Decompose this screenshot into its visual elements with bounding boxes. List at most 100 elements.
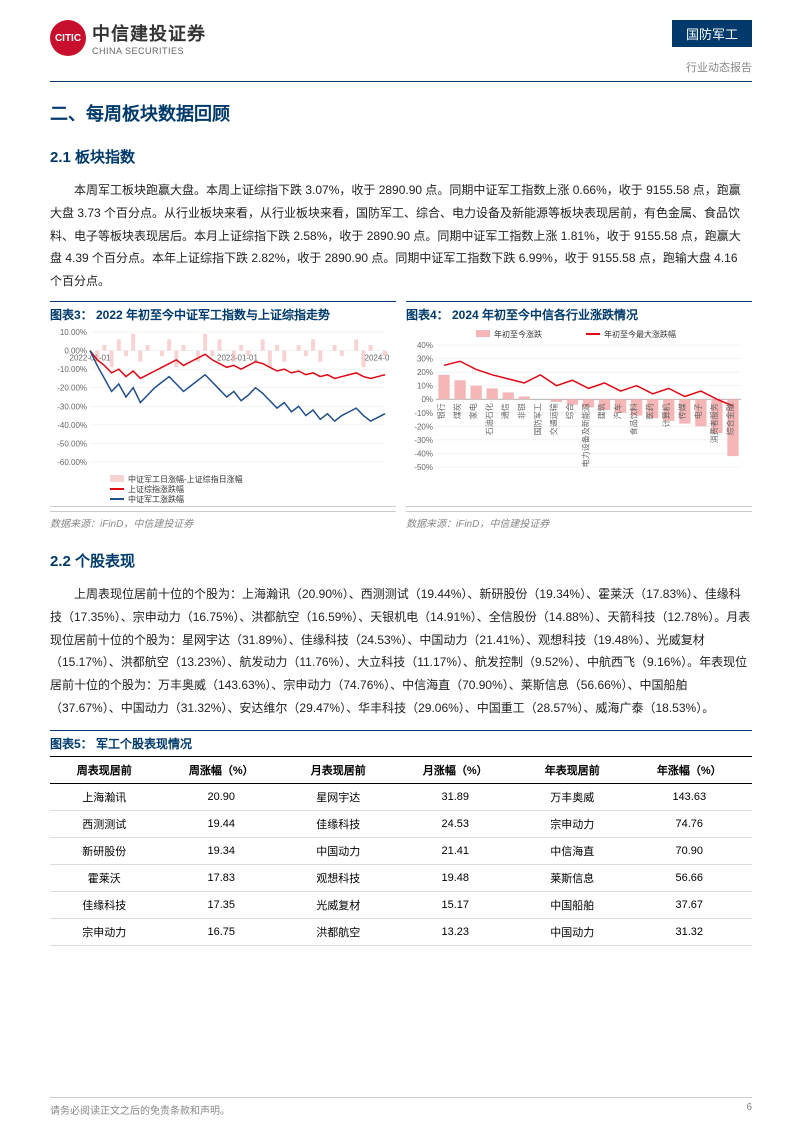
table5-td: 20.90 bbox=[159, 783, 284, 810]
table5-td: 24.53 bbox=[393, 810, 518, 837]
svg-text:石油石化: 石油石化 bbox=[484, 403, 494, 435]
svg-text:10.00%: 10.00% bbox=[60, 328, 87, 337]
table5-td: 13.23 bbox=[393, 918, 518, 945]
svg-text:食品饮料: 食品饮料 bbox=[629, 403, 639, 435]
table5-td: 31.89 bbox=[393, 783, 518, 810]
chart3-box: 10.00%0.00%-10.00%-20.00%-30.00%-40.00%-… bbox=[50, 327, 396, 507]
chart3-col: 图表3： 2022 年初至今中证军工指数与上证综指走势 10.00%0.00%-… bbox=[50, 301, 396, 530]
svg-text:年初至今最大涨跌幅: 年初至今最大涨跌幅 bbox=[604, 329, 676, 339]
table5-td: 中信海直 bbox=[518, 837, 627, 864]
table-row: 上海瀚讯20.90星网宇达31.89万丰奥威143.63 bbox=[50, 783, 752, 810]
svg-text:-40%: -40% bbox=[414, 449, 433, 458]
svg-text:-20.00%: -20.00% bbox=[57, 384, 87, 393]
chart4-title: 图表4： 2024 年初至今中信各行业涨跌情况 bbox=[406, 301, 752, 323]
table5-td: 中国船舶 bbox=[518, 891, 627, 918]
subsection-2-2-title: 2.2 个股表现 bbox=[50, 550, 752, 571]
content: 二、每周板块数据回顾 2.1 板块指数 本周军工板块跑赢大盘。本周上证综指下跌 … bbox=[0, 82, 802, 946]
table5-td: 星网宇达 bbox=[284, 783, 393, 810]
table5-td: 17.83 bbox=[159, 864, 284, 891]
table5-td: 宗申动力 bbox=[50, 918, 159, 945]
table5-td: 上海瀚讯 bbox=[50, 783, 159, 810]
table5-td: 莱斯信息 bbox=[518, 864, 627, 891]
svg-text:综合: 综合 bbox=[564, 403, 574, 419]
svg-text:-50.00%: -50.00% bbox=[57, 439, 87, 448]
svg-text:-10%: -10% bbox=[414, 409, 433, 418]
table-row: 宗申动力16.75洪都航空13.23中国动力31.32 bbox=[50, 918, 752, 945]
table-row: 新研股份19.34中国动力21.41中信海直70.90 bbox=[50, 837, 752, 864]
svg-text:-50%: -50% bbox=[414, 463, 433, 472]
svg-text:20%: 20% bbox=[417, 368, 433, 377]
table5-td: 37.67 bbox=[627, 891, 752, 918]
chart3-source: 数据来源：iFinD，中信建投证券 bbox=[50, 511, 396, 530]
svg-text:-60.00%: -60.00% bbox=[57, 458, 87, 467]
subsection-2-1-title: 2.1 板块指数 bbox=[50, 146, 752, 167]
table5-th: 月涨幅（%） bbox=[393, 756, 518, 783]
table5-th: 周涨幅（%） bbox=[159, 756, 284, 783]
chart4-source: 数据来源：iFinD，中信建投证券 bbox=[406, 511, 752, 530]
svg-text:电子: 电子 bbox=[693, 403, 703, 419]
table5-td: 新研股份 bbox=[50, 837, 159, 864]
chart4-col: 图表4： 2024 年初至今中信各行业涨跌情况 40%30%20%10%0%-1… bbox=[406, 301, 752, 530]
svg-text:30%: 30% bbox=[417, 355, 433, 364]
table-row: 佳缘科技17.35光威复材15.17中国船舶37.67 bbox=[50, 891, 752, 918]
svg-text:汽车: 汽车 bbox=[613, 403, 623, 419]
table5-td: 中国动力 bbox=[284, 837, 393, 864]
svg-text:中证军工涨跌幅: 中证军工涨跌幅 bbox=[128, 494, 184, 504]
svg-text:-30.00%: -30.00% bbox=[57, 402, 87, 411]
chart3-svg: 10.00%0.00%-10.00%-20.00%-30.00%-40.00%-… bbox=[50, 327, 390, 507]
table5-th: 年涨幅（%） bbox=[627, 756, 752, 783]
table5-td: 15.17 bbox=[393, 891, 518, 918]
table5-th: 年表现居前 bbox=[518, 756, 627, 783]
svg-text:计算机: 计算机 bbox=[661, 403, 671, 427]
table5: 周表现居前周涨幅（%）月表现居前月涨幅（%）年表现居前年涨幅（%） 上海瀚讯20… bbox=[50, 756, 752, 946]
table5-title: 图表5： 军工个股表现情况 bbox=[50, 730, 752, 752]
subsection-2-2-para: 上周表现位居前十位的个股为：上海瀚讯（20.90%）、西测测试（19.44%）、… bbox=[50, 583, 752, 720]
table5-td: 143.63 bbox=[627, 783, 752, 810]
table5-td: 万丰奥威 bbox=[518, 783, 627, 810]
svg-text:家电: 家电 bbox=[468, 403, 478, 419]
table5-body: 上海瀚讯20.90星网宇达31.89万丰奥威143.63西测测试19.44佳缘科… bbox=[50, 783, 752, 945]
svg-text:医药: 医药 bbox=[645, 403, 655, 419]
table5-header-row: 周表现居前周涨幅（%）月表现居前月涨幅（%）年表现居前年涨幅（%） bbox=[50, 756, 752, 783]
logo-block: CITIC 中信建投证券 CHINA SECURITIES bbox=[50, 20, 206, 56]
svg-text:建筑: 建筑 bbox=[597, 403, 607, 419]
svg-text:煤炭: 煤炭 bbox=[452, 403, 462, 419]
svg-text:银行: 银行 bbox=[436, 403, 446, 419]
table5-td: 17.35 bbox=[159, 891, 284, 918]
svg-text:年初至今涨跌: 年初至今涨跌 bbox=[494, 329, 542, 339]
table5-td: 佳缘科技 bbox=[284, 810, 393, 837]
table5-td: 31.32 bbox=[627, 918, 752, 945]
table5-td: 中国动力 bbox=[518, 918, 627, 945]
table5-th: 月表现居前 bbox=[284, 756, 393, 783]
svg-text:传媒: 传媒 bbox=[677, 403, 687, 419]
svg-text:0%: 0% bbox=[421, 395, 433, 404]
table5-td: 西测测试 bbox=[50, 810, 159, 837]
chart3-title: 图表3： 2022 年初至今中证军工指数与上证综指走势 bbox=[50, 301, 396, 323]
svg-text:-30%: -30% bbox=[414, 436, 433, 445]
footer-page: 6 bbox=[746, 1102, 752, 1117]
header-category: 国防军工 bbox=[672, 20, 752, 47]
footer-disclaimer: 请务必阅读正文之后的免责条款和声明。 bbox=[50, 1102, 230, 1117]
table5-td: 宗申动力 bbox=[518, 810, 627, 837]
page-footer: 请务必阅读正文之后的免责条款和声明。 6 bbox=[50, 1097, 752, 1117]
table5-td: 19.34 bbox=[159, 837, 284, 864]
svg-text:中证军工日涨幅-上证综指日涨幅: 中证军工日涨幅-上证综指日涨幅 bbox=[128, 474, 243, 484]
svg-text:2023-01-01: 2023-01-01 bbox=[217, 354, 258, 363]
logo-text-en: CHINA SECURITIES bbox=[92, 46, 206, 56]
logo-text-cn: 中信建投证券 bbox=[92, 20, 206, 46]
chart4-box: 40%30%20%10%0%-10%-20%-30%-40%-50%银行煤炭家电… bbox=[406, 327, 752, 507]
table5-td: 74.76 bbox=[627, 810, 752, 837]
table5-td: 洪都航空 bbox=[284, 918, 393, 945]
table5-td: 佳缘科技 bbox=[50, 891, 159, 918]
header-right: 国防军工 行业动态报告 bbox=[672, 20, 752, 75]
table5-td: 70.90 bbox=[627, 837, 752, 864]
svg-text:交通运输: 交通运输 bbox=[548, 403, 558, 435]
page-header: CITIC 中信建投证券 CHINA SECURITIES 国防军工 行业动态报… bbox=[0, 0, 802, 75]
svg-text:-10.00%: -10.00% bbox=[57, 365, 87, 374]
charts-row: 图表3： 2022 年初至今中证军工指数与上证综指走势 10.00%0.00%-… bbox=[50, 301, 752, 530]
svg-text:国防军工: 国防军工 bbox=[532, 403, 542, 435]
svg-text:上证综指涨跌幅: 上证综指涨跌幅 bbox=[128, 484, 184, 494]
svg-text:通信: 通信 bbox=[500, 403, 510, 419]
svg-text:2022-01-01: 2022-01-01 bbox=[70, 354, 111, 363]
table5-td: 光威复材 bbox=[284, 891, 393, 918]
